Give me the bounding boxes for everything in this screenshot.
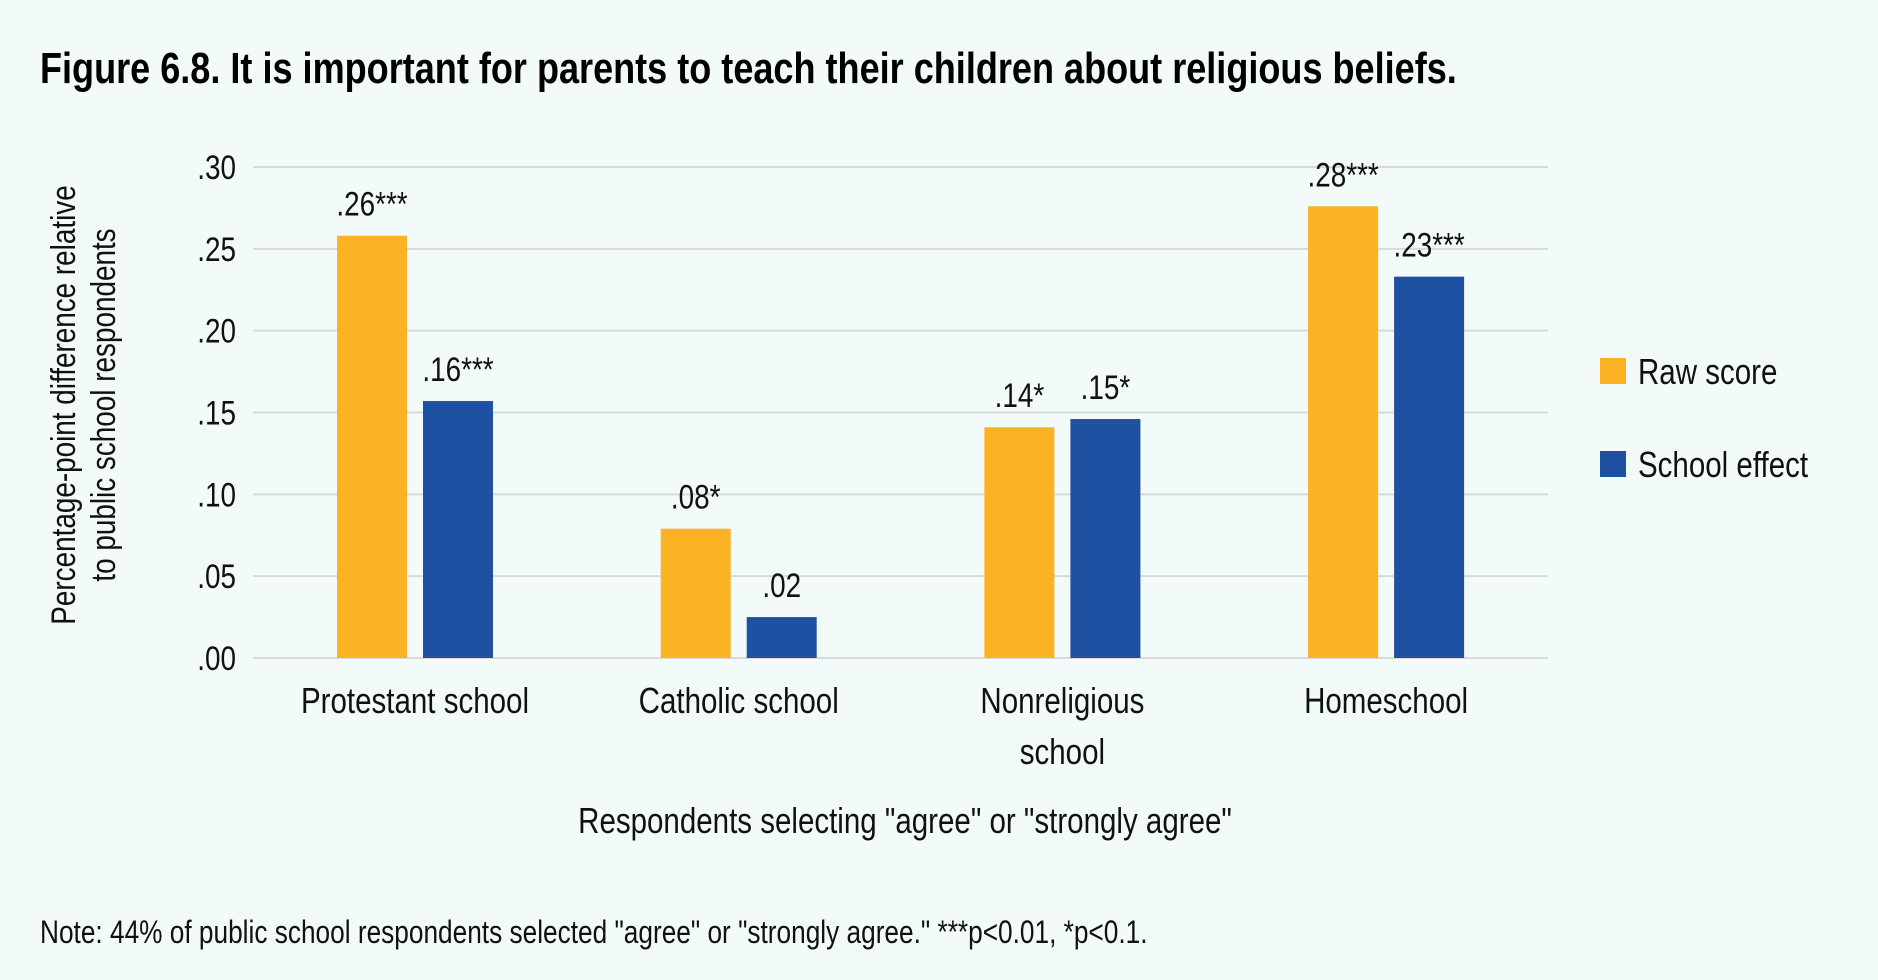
y-axis-title-line: to public school respondents	[84, 228, 122, 581]
y-tick-label: .20	[197, 312, 236, 350]
category-labels: Protestant school Catholic school Nonrelig…	[301, 680, 1468, 771]
chart-note: Note: 44% of public school respondents s…	[40, 916, 1148, 951]
y-tick-label: .00	[197, 639, 236, 677]
bar-raw-score	[984, 427, 1055, 658]
bar-school-effect	[423, 401, 493, 658]
bar-school-effect	[1394, 276, 1465, 658]
x-axis-title: Respondents selecting "agree" or "strong…	[578, 800, 1232, 840]
bar-raw-score	[660, 528, 731, 658]
value-label: .08*	[671, 478, 721, 516]
legend-label: Raw score	[1638, 351, 1777, 391]
y-tick-label: .25	[197, 230, 236, 268]
value-labels: .26*** .16*** .08* .02 .14* .15* .28*** .23***	[336, 156, 1464, 605]
bars	[337, 206, 1465, 659]
bar-raw-score	[1308, 206, 1379, 658]
bar-raw-score	[337, 235, 407, 659]
legend-swatch	[1600, 358, 1626, 384]
category-label: Catholic school	[639, 680, 839, 720]
value-label: .16***	[422, 350, 493, 388]
value-label: .26***	[336, 185, 407, 223]
value-label: .02	[762, 566, 801, 604]
value-label: .14*	[995, 377, 1045, 415]
y-tick-labels: .00 .05 .10 .15 .20 .25 .30	[197, 148, 236, 677]
y-tick-label: .30	[197, 148, 236, 186]
value-label: .23***	[1393, 226, 1464, 264]
bar-school-effect	[1070, 419, 1141, 658]
value-label: .15*	[1081, 368, 1131, 406]
category-label: Nonreligious	[980, 680, 1144, 720]
value-label: .28***	[1307, 156, 1378, 194]
legend-label: School effect	[1638, 444, 1808, 484]
legend: Raw score School effect	[1600, 351, 1808, 485]
y-tick-label: .15	[197, 394, 236, 432]
category-label: Protestant school	[301, 680, 529, 720]
category-label: school	[1020, 731, 1105, 771]
chart-title: Figure 6.8. It is important for parents …	[40, 44, 1457, 93]
bar-school-effect	[746, 617, 817, 658]
category-label: Homeschool	[1304, 680, 1468, 720]
y-axis-title-line: Percentage-point difference relative	[44, 185, 82, 624]
y-axis-title: Percentage-point difference relative to p…	[44, 185, 122, 624]
legend-swatch	[1600, 451, 1626, 477]
y-tick-label: .05	[197, 558, 236, 596]
y-tick-label: .10	[197, 476, 236, 514]
